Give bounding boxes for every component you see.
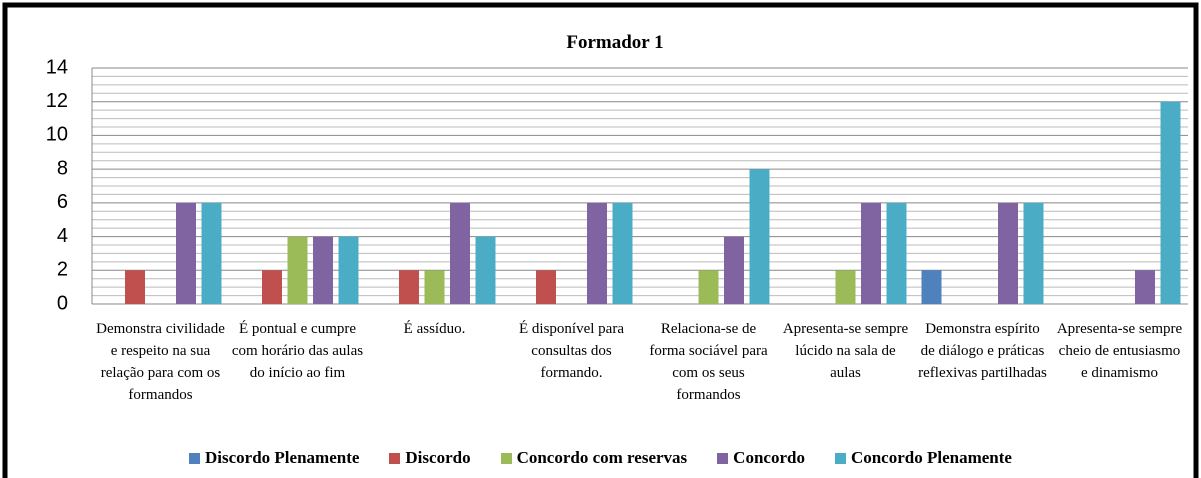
bar: [424, 270, 445, 304]
bar: [450, 202, 470, 304]
y-tick-label: 12: [46, 90, 68, 112]
bar: [749, 169, 770, 304]
legend-swatch: [834, 452, 846, 464]
legend-item: Discordo: [389, 448, 471, 468]
y-tick-label: 14: [46, 56, 68, 78]
bar: [724, 236, 744, 304]
bar: [1160, 101, 1181, 304]
y-tick-label: 4: [57, 225, 68, 247]
y-tick-label: 10: [46, 124, 68, 146]
legend-swatch: [189, 452, 201, 464]
legend-item: Concordo com reservas: [500, 448, 688, 468]
y-tick-label: 6: [57, 191, 68, 213]
bar: [338, 236, 359, 304]
y-tick-label: 2: [57, 259, 68, 281]
legend-swatch: [500, 452, 512, 464]
legend-label: Discordo: [405, 448, 471, 467]
bar: [612, 202, 633, 304]
bar: [201, 202, 222, 304]
x-tick-label: É pontual e cumpre com horário das aulas…: [231, 321, 364, 381]
y-tick-label: 0: [57, 292, 68, 314]
bar: [921, 270, 942, 304]
x-tick-label: Apresenta-se sempre cheio de entusiasmo …: [1056, 321, 1183, 381]
legend: Discordo Plenamente Discordo Concordo com …: [0, 448, 1201, 468]
legend-label: Discordo Plenamente: [205, 448, 360, 467]
legend-item: Concordo Plenamente: [834, 448, 1012, 468]
bar: [886, 202, 907, 304]
x-tick-label: Demonstra civilidade e respeito na sua r…: [96, 321, 225, 403]
legend-swatch: [389, 452, 401, 464]
x-tick-label: É disponível para consultas dos formando…: [519, 321, 624, 381]
bar: [861, 202, 881, 304]
bar: [998, 202, 1018, 304]
bar: [835, 270, 856, 304]
x-tick-label: Relaciona-se de forma sociável para com …: [649, 321, 768, 403]
bar: [287, 236, 308, 304]
chart-title: Formador 1: [566, 32, 663, 53]
bar: [698, 270, 719, 304]
x-tick-label: É assíduo.: [403, 321, 466, 337]
legend-label: Concordo com reservas: [516, 448, 688, 467]
legend-item: Concordo: [717, 448, 805, 468]
x-tick-label: Demonstra espírito de diálogo e práticas…: [918, 321, 1047, 381]
bar: [587, 202, 607, 304]
bar: [475, 236, 496, 304]
bar: [176, 202, 196, 304]
y-tick-label: 8: [57, 157, 68, 179]
bar: [125, 270, 145, 304]
bar: [536, 270, 556, 304]
bar: [313, 236, 333, 304]
bar: [262, 270, 282, 304]
legend-label: Concordo Plenamente: [850, 448, 1012, 467]
x-tick-label: Apresenta-se sempre lúcido na sala de au…: [782, 321, 909, 381]
bar: [399, 270, 419, 304]
legend-item: Discordo Plenamente: [189, 448, 359, 468]
legend-label: Concordo: [733, 448, 805, 467]
bar: [1023, 202, 1044, 304]
legend-swatch: [717, 452, 729, 464]
bar: [1135, 270, 1155, 304]
